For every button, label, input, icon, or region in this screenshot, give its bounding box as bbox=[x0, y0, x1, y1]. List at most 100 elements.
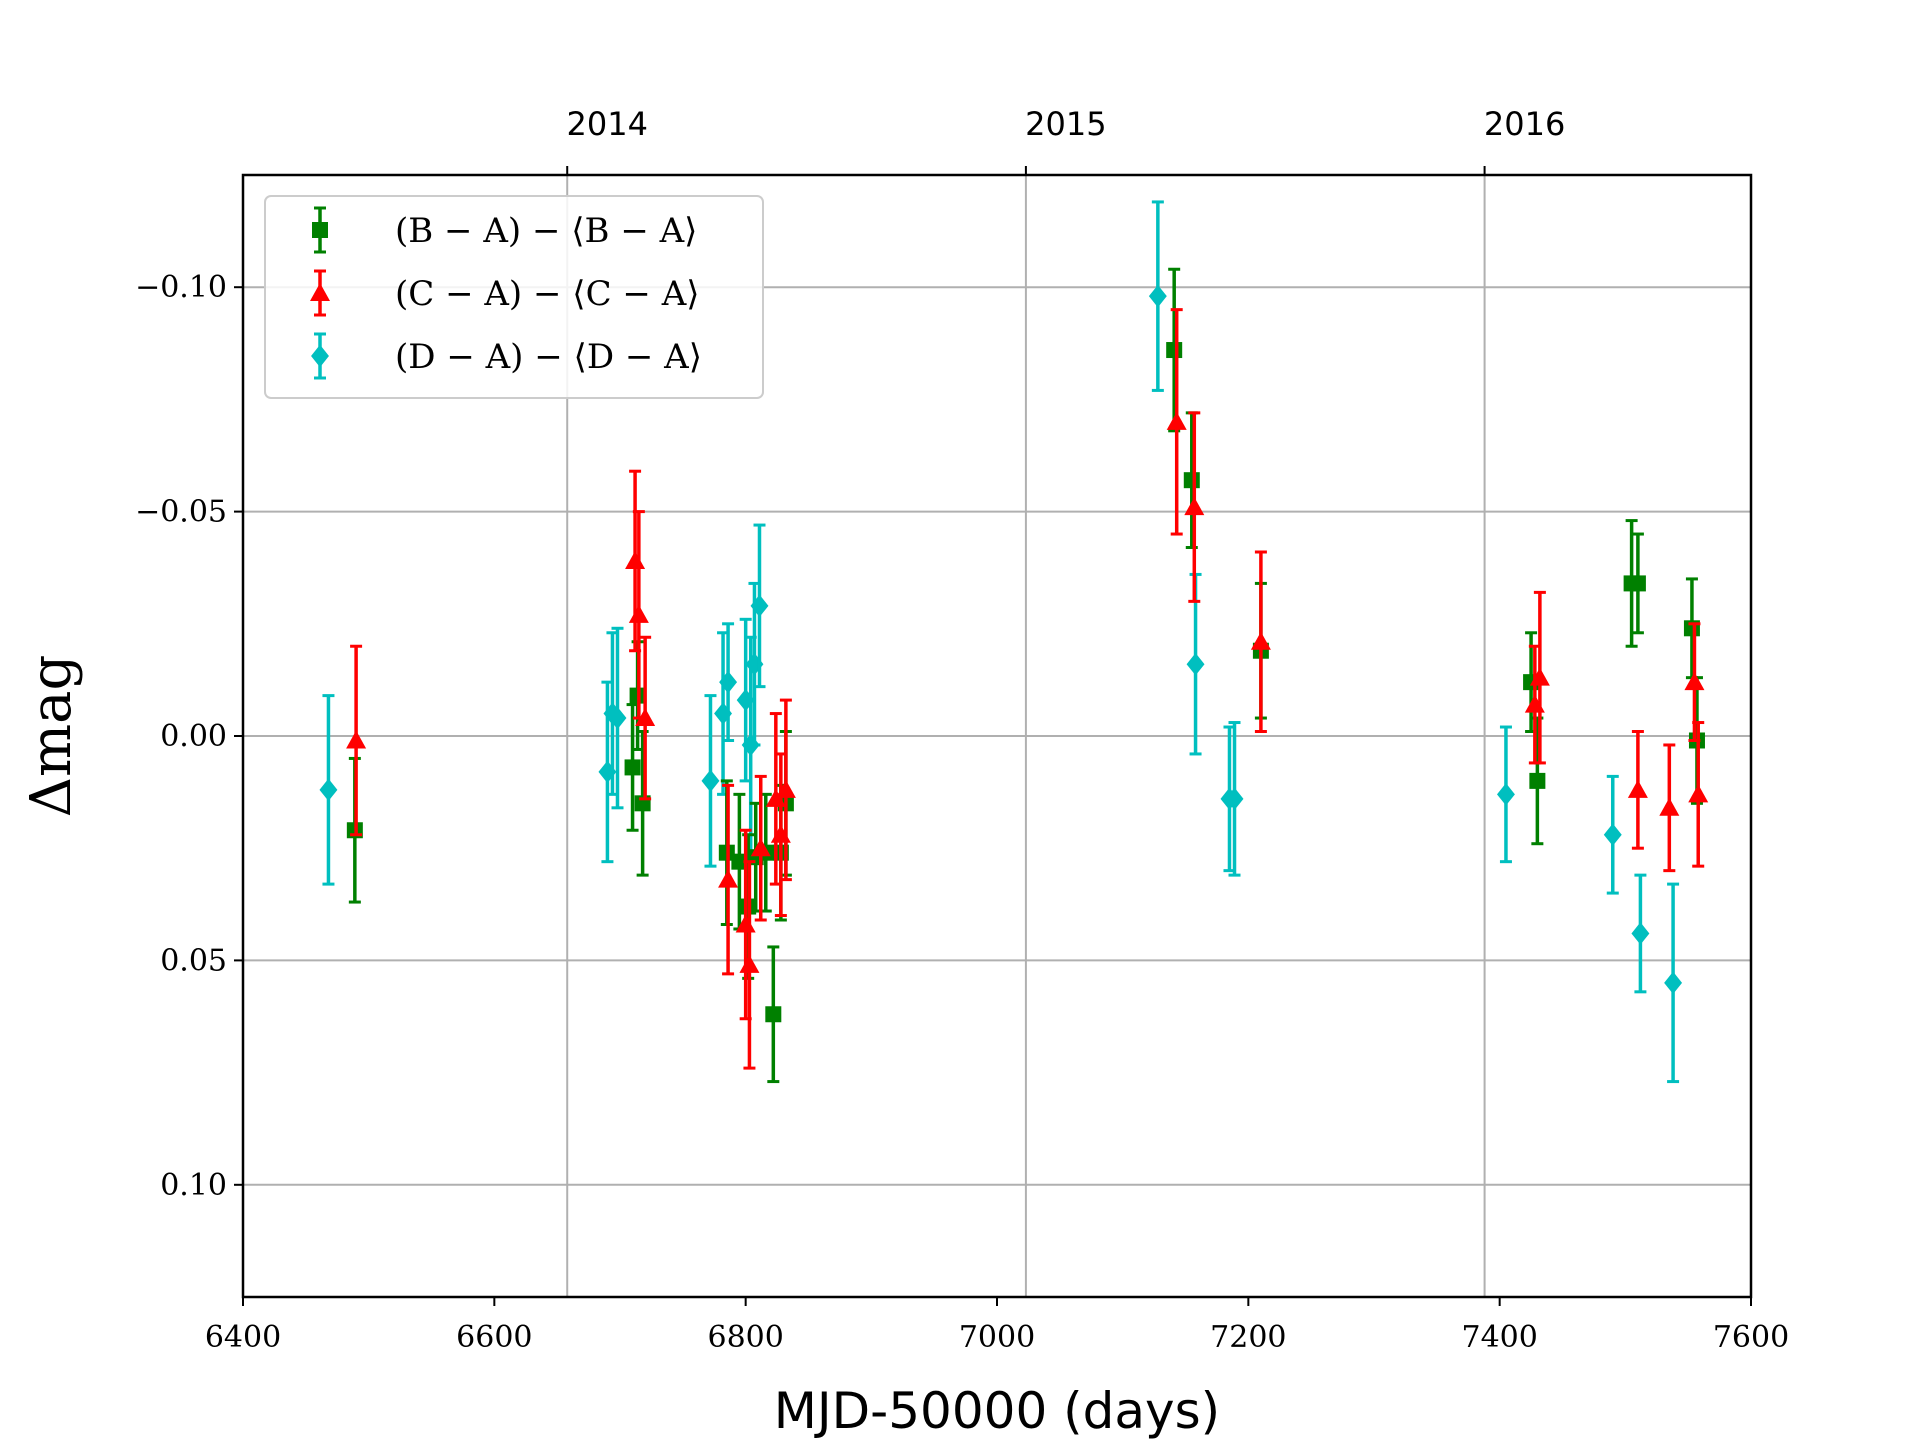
x-tick-label: 7600 bbox=[1713, 1320, 1789, 1355]
data-point bbox=[1603, 774, 1622, 895]
marker bbox=[1225, 787, 1244, 811]
data-point bbox=[770, 752, 791, 918]
legend-label: (D − A) − ⟨D − A⟩ bbox=[395, 337, 702, 377]
marker bbox=[770, 824, 791, 843]
y-axis: −0.10 −0.05 0.00 0.05 0.10 bbox=[135, 270, 243, 1203]
marker bbox=[1631, 922, 1650, 945]
data-point bbox=[346, 644, 367, 837]
legend-marker bbox=[310, 283, 330, 301]
marker bbox=[1166, 411, 1187, 430]
data-point bbox=[1631, 873, 1650, 994]
y-tick-label: 0.00 bbox=[160, 719, 227, 754]
marker bbox=[750, 838, 771, 857]
x-tick-label: 6600 bbox=[456, 1320, 532, 1355]
legend: (B − A) − ⟨B − A⟩ (C − A) − ⟨C − A⟩ (D − A… bbox=[264, 195, 764, 399]
marker bbox=[319, 778, 338, 802]
data-point bbox=[1688, 721, 1709, 868]
data-point bbox=[1529, 590, 1550, 765]
legend-marker bbox=[311, 344, 329, 368]
marker bbox=[1603, 823, 1622, 846]
data-points bbox=[319, 200, 1709, 1084]
legend-item: (D − A) − ⟨D − A⟩ bbox=[311, 332, 702, 380]
data-point bbox=[1183, 411, 1200, 550]
marker bbox=[731, 853, 748, 870]
marker bbox=[608, 706, 627, 730]
marker bbox=[1627, 779, 1648, 798]
marker bbox=[1529, 667, 1550, 686]
marker bbox=[1183, 472, 1200, 489]
data-point bbox=[625, 469, 646, 653]
marker bbox=[635, 708, 656, 727]
data-point bbox=[1524, 644, 1545, 765]
marker bbox=[775, 779, 796, 798]
marker bbox=[628, 604, 649, 623]
y-tick-label: −0.05 bbox=[135, 495, 227, 530]
legend-label: (B − A) − ⟨B − A⟩ bbox=[395, 211, 697, 251]
top-year-axis: 2014 2015 2016 bbox=[566, 105, 1565, 175]
marker bbox=[1529, 772, 1546, 789]
data-point bbox=[1184, 411, 1205, 603]
data-point bbox=[1664, 882, 1683, 1084]
marker bbox=[346, 730, 367, 749]
legend-marker bbox=[312, 222, 328, 238]
marker bbox=[1688, 784, 1709, 803]
data-point bbox=[719, 622, 738, 742]
year-tick-label: 2015 bbox=[1025, 105, 1106, 143]
marker bbox=[1664, 971, 1683, 995]
x-tick-label: 6400 bbox=[205, 1320, 281, 1355]
y-tick-label: −0.10 bbox=[135, 270, 227, 305]
data-point bbox=[634, 730, 651, 877]
data-point bbox=[1225, 721, 1244, 877]
marker bbox=[598, 760, 617, 784]
marker bbox=[1524, 694, 1545, 713]
data-point bbox=[750, 523, 769, 689]
legend-label: (C − A) − ⟨C − A⟩ bbox=[395, 274, 700, 314]
x-tick-label: 6800 bbox=[707, 1320, 783, 1355]
data-point bbox=[319, 694, 338, 886]
marker bbox=[1659, 797, 1680, 816]
marker bbox=[1250, 631, 1271, 650]
marker bbox=[745, 652, 764, 676]
data-point bbox=[775, 698, 796, 882]
marker bbox=[1148, 284, 1167, 308]
marker bbox=[1184, 497, 1205, 516]
data-point bbox=[1166, 267, 1183, 433]
data-point bbox=[1496, 725, 1515, 864]
marker bbox=[1496, 783, 1515, 806]
data-point bbox=[1629, 532, 1646, 635]
data-point bbox=[628, 510, 649, 720]
data-point bbox=[1148, 200, 1167, 392]
data-point bbox=[1250, 550, 1271, 734]
y-axis-label: Δmag bbox=[19, 655, 84, 818]
marker bbox=[739, 954, 760, 973]
legend-item: (C − A) − ⟨C − A⟩ bbox=[310, 269, 700, 317]
marker bbox=[736, 688, 755, 712]
x-tick-label: 7400 bbox=[1461, 1320, 1537, 1355]
data-point bbox=[739, 860, 760, 1070]
marker bbox=[718, 869, 739, 888]
data-point bbox=[1166, 308, 1187, 536]
x-axis-label: MJD-50000 (days) bbox=[774, 1382, 1220, 1440]
y-tick-label: 0.10 bbox=[160, 1168, 227, 1203]
marker bbox=[765, 1006, 782, 1023]
marker bbox=[750, 594, 769, 618]
y-tick-label: 0.05 bbox=[160, 943, 227, 978]
data-point bbox=[765, 945, 782, 1084]
x-tick-label: 7200 bbox=[1210, 1320, 1286, 1355]
data-point bbox=[608, 626, 627, 810]
year-tick-label: 2014 bbox=[567, 105, 648, 143]
x-tick-label: 7000 bbox=[959, 1320, 1035, 1355]
data-point bbox=[1659, 743, 1680, 873]
data-point bbox=[750, 774, 771, 922]
x-axis: 6400 6600 6800 7000 7200 7400 7600 bbox=[205, 1297, 1789, 1355]
data-point bbox=[624, 703, 641, 832]
marker bbox=[701, 769, 720, 793]
legend-box bbox=[264, 195, 764, 399]
marker bbox=[1684, 672, 1705, 691]
marker bbox=[719, 670, 738, 694]
marker bbox=[714, 702, 733, 725]
legend-item: (B − A) − ⟨B − A⟩ bbox=[312, 206, 697, 254]
data-point bbox=[1627, 730, 1648, 850]
data-point bbox=[701, 694, 720, 868]
